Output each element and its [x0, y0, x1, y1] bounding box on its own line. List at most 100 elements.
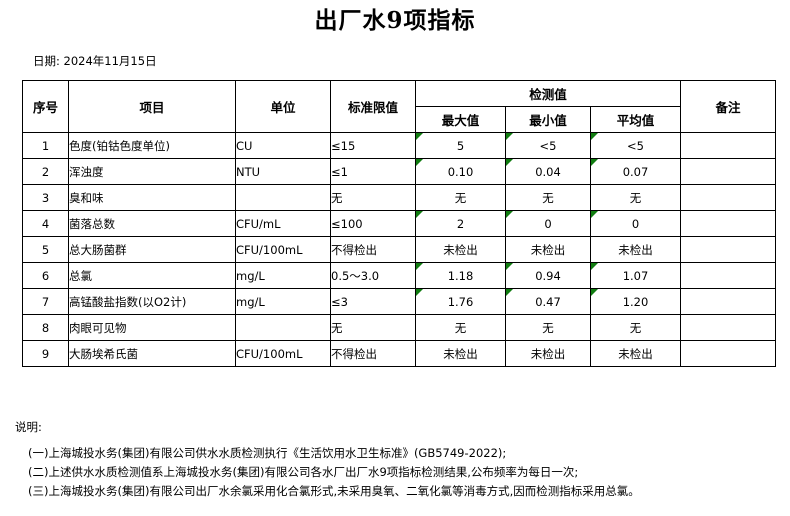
cell-remark — [680, 132, 777, 159]
cell-item: 肉眼可见物 — [68, 314, 236, 341]
report-table-container: 序号 项目 单位 标准限值 检测值 备注 最大值 最小值 平均值 1 色度(铂钴色… — [22, 80, 777, 367]
cell-limit: ≤3 — [330, 288, 416, 315]
col-header-min: 最小值 — [505, 106, 591, 133]
notes-title: 说明: — [15, 420, 42, 434]
cell-max: 未检出 — [415, 236, 506, 263]
cell-avg: 无 — [589, 184, 682, 211]
cell-max: 1.76 — [415, 288, 506, 315]
note-line: (三)上海城投水务(集团)有限公司出厂水余氯采用化合氯形式,未采用臭氧、二氧化氯… — [28, 484, 640, 498]
cell-limit: ≤100 — [330, 210, 416, 237]
cell-remark — [680, 288, 777, 315]
cell-limit: 不得检出 — [330, 236, 416, 263]
table-row: 3 臭和味无无无无 — [22, 184, 777, 211]
cell-remark — [680, 210, 777, 237]
cell-unit: CU — [235, 132, 331, 159]
cell-unit: CFU/100mL — [235, 236, 331, 263]
cell-index: 9 — [22, 340, 69, 367]
cell-remark — [680, 236, 777, 263]
cell-limit: ≤15 — [330, 132, 416, 159]
cell-min: 未检出 — [505, 236, 591, 263]
col-header-item: 项目 — [68, 80, 236, 133]
cell-max: 未检出 — [415, 340, 506, 367]
table-body: 1 色度(铂钴色度单位) CU ≤15 5 <5 <5 2 浑浊度 NTU ≤1 0.10 0.04 0.… — [22, 132, 777, 367]
cell-index: 3 — [22, 184, 69, 211]
cell-min: 0.94 — [505, 262, 591, 289]
cell-min: 未检出 — [505, 340, 591, 367]
cell-remark — [680, 158, 777, 185]
cell-remark — [680, 340, 777, 367]
cell-index: 7 — [22, 288, 69, 315]
water-quality-table: 序号 项目 单位 标准限值 检测值 备注 最大值 最小值 平均值 1 色度(铂钴色… — [22, 80, 777, 367]
table-row: 8 肉眼可见物无无无无 — [22, 314, 777, 341]
cell-limit: 无 — [330, 314, 416, 341]
cell-unit — [235, 184, 331, 211]
col-header-detection-group: 检测值 — [414, 80, 682, 107]
cell-index: 2 — [22, 158, 69, 185]
cell-index: 4 — [22, 210, 69, 237]
cell-item: 菌落总数 — [68, 210, 236, 237]
cell-min: 无 — [505, 184, 591, 211]
cell-avg: <5 — [589, 132, 682, 159]
cell-avg: 未检出 — [589, 340, 682, 367]
cell-max: 无 — [415, 314, 506, 341]
cell-unit: CFU/100mL — [235, 340, 331, 367]
cell-remark — [680, 262, 777, 289]
table-row: 9 大肠埃希氏菌 CFU/100mL 不得检出 未检出 未检出 未检出 — [22, 340, 777, 367]
cell-remark — [680, 314, 777, 341]
table-row: 4 菌落总数 CFU/mL ≤100 2 0 0 — [22, 210, 777, 237]
cell-limit: ≤1 — [330, 158, 416, 185]
cell-limit: 不得检出 — [330, 340, 416, 367]
cell-item: 大肠埃希氏菌 — [68, 340, 236, 367]
page-title: 出厂水9项指标 — [314, 7, 476, 34]
table-row: 7 高锰酸盐指数(以O2计) mg/L ≤3 1.76 0.47 1.20 — [22, 288, 777, 315]
cell-min: 无 — [505, 314, 591, 341]
cell-index: 6 — [22, 262, 69, 289]
cell-item: 总大肠菌群 — [68, 236, 236, 263]
cell-min: 0.04 — [505, 158, 591, 185]
cell-avg: 无 — [589, 314, 682, 341]
cell-max: 0.10 — [415, 158, 506, 185]
cell-unit: mg/L — [235, 262, 331, 289]
cell-max: 5 — [415, 132, 506, 159]
report-date: 日期: 2024年11月15日 — [33, 54, 157, 68]
cell-unit — [235, 314, 331, 341]
cell-avg: 未检出 — [589, 236, 682, 263]
col-header-unit: 单位 — [235, 80, 331, 133]
cell-item: 臭和味 — [68, 184, 236, 211]
cell-limit: 无 — [330, 184, 416, 211]
cell-min: <5 — [505, 132, 591, 159]
cell-item: 高锰酸盐指数(以O2计) — [68, 288, 236, 315]
cell-item: 色度(铂钴色度单位) — [68, 132, 236, 159]
table-header-row-1: 序号 项目 单位 标准限值 检测值 备注 — [22, 80, 777, 133]
cell-max: 无 — [415, 184, 506, 211]
cell-min: 0.47 — [505, 288, 591, 315]
cell-index: 5 — [22, 236, 69, 263]
cell-limit: 0.5～3.0 — [330, 262, 416, 289]
table-row: 6 总氯 mg/L 0.5～3.0 1.18 0.94 1.07 — [22, 262, 777, 289]
cell-index: 8 — [22, 314, 69, 341]
cell-item: 浑浊度 — [68, 158, 236, 185]
table-row: 2 浑浊度 NTU ≤1 0.10 0.04 0.07 — [22, 158, 777, 185]
col-header-remark: 备注 — [680, 80, 777, 133]
col-header-max: 最大值 — [415, 106, 506, 133]
note-line: (二)上述供水水质检测值系上海城投水务(集团)有限公司各水厂出厂水9项指标检测结… — [28, 465, 579, 479]
cell-max: 2 — [415, 210, 506, 237]
note-line: (一)上海城投水务(集团)有限公司供水水质检测执行《生活饮用水卫生标准》(GB5… — [28, 446, 507, 460]
cell-unit: mg/L — [235, 288, 331, 315]
table-header: 序号 项目 单位 标准限值 检测值 备注 最大值 最小值 平均值 — [22, 80, 777, 133]
col-header-index: 序号 — [22, 80, 69, 133]
cell-avg: 1.07 — [589, 262, 682, 289]
col-header-limit: 标准限值 — [330, 80, 416, 133]
cell-avg: 0.07 — [589, 158, 682, 185]
cell-unit: CFU/mL — [235, 210, 331, 237]
notes-section: 说明: (一)上海城投水务(集团)有限公司供水水质检测执行《生活饮用水卫生标准》… — [15, 418, 785, 501]
col-header-avg: 平均值 — [589, 106, 682, 133]
cell-item: 总氯 — [68, 262, 236, 289]
table-row: 5 总大肠菌群 CFU/100mL 不得检出 未检出 未检出 未检出 — [22, 236, 777, 263]
cell-min: 0 — [505, 210, 591, 237]
cell-index: 1 — [22, 132, 69, 159]
cell-unit: NTU — [235, 158, 331, 185]
cell-avg: 0 — [589, 210, 682, 237]
notes-lines: (一)上海城投水务(集团)有限公司供水水质检测执行《生活饮用水卫生标准》(GB5… — [15, 444, 785, 501]
cell-remark — [680, 184, 777, 211]
